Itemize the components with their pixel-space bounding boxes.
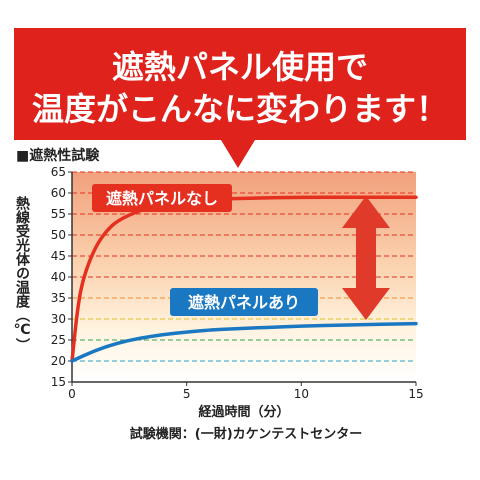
tick-labels: 15 20 25 30 35 40 45 50 55 60 65 0 5 10 15 [51, 165, 424, 401]
label-with-text: 遮熱パネルあり [188, 293, 300, 312]
y-tick-label-35: 35 [51, 291, 66, 305]
y-tick-label-40: 40 [51, 270, 66, 284]
label-with-panel: 遮熱パネルあり [170, 288, 318, 316]
headline-line1: 遮熱パネル使用で [112, 48, 368, 86]
y-tick-label-60: 60 [51, 186, 66, 200]
x-tick-label-0: 0 [68, 387, 76, 401]
y-tick-label-55: 55 [51, 207, 66, 221]
y-tick-label-45: 45 [51, 249, 66, 263]
label-without-text: 遮熱パネルなし [106, 189, 218, 208]
y-tick-label-25: 25 [51, 333, 66, 347]
x-axis-label: 経過時間（分） [198, 404, 289, 420]
y-tick-label-50: 50 [51, 228, 66, 242]
label-without-panel: 遮熱パネルなし [92, 184, 232, 212]
series-line-with-panel [70, 321, 418, 363]
y-tick-label-65: 65 [51, 165, 66, 179]
y-tick-label-20: 20 [51, 354, 66, 368]
y-axis-label: 熱線受光体の温度（℃） [13, 195, 31, 352]
section-label: ■遮熱性試験 [16, 147, 100, 164]
difference-arrow [342, 196, 390, 320]
x-tick-label-5: 5 [183, 387, 191, 401]
y-tick-label-15: 15 [51, 375, 66, 389]
x-tick-label-10: 10 [294, 387, 309, 401]
y-tick-label-30: 30 [51, 312, 66, 326]
headline-line2: 温度がこんなに変わります！ [32, 90, 448, 128]
source-text: 試験機関：(一財)カケンテストセンター [130, 426, 363, 442]
headline-banner: 遮熱パネル使用で 温度がこんなに変わります！ [14, 28, 466, 168]
x-tick-label-15: 15 [408, 387, 423, 401]
